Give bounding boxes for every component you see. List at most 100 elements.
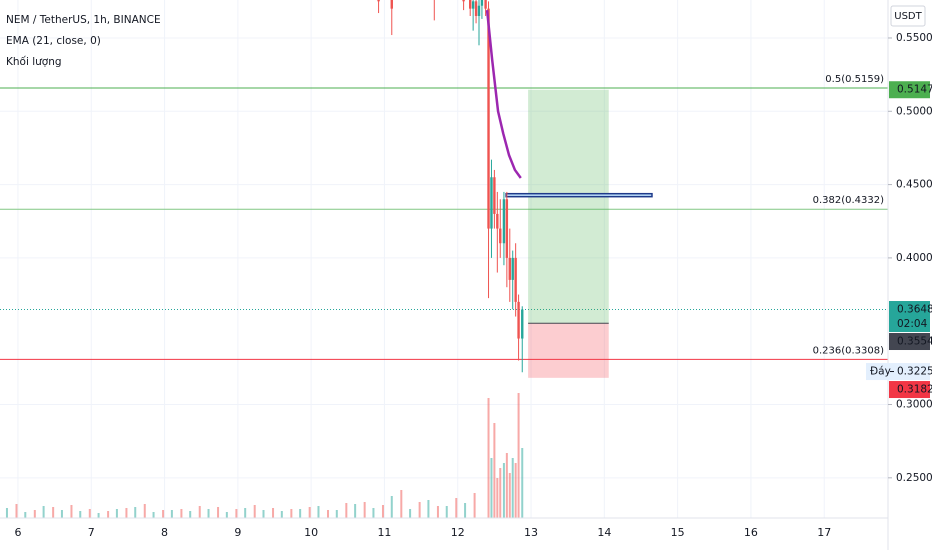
x-tick-label: 16 xyxy=(744,526,758,539)
volume-bar xyxy=(280,511,283,518)
price-label-box xyxy=(889,381,930,399)
volume-bar xyxy=(134,507,137,518)
volume-bar xyxy=(52,507,55,518)
fib-label: 0.236(0.3308) xyxy=(813,345,885,356)
volume-bar xyxy=(79,511,82,518)
volume-bar xyxy=(198,506,201,518)
volume-bar xyxy=(162,510,165,518)
candle-body xyxy=(514,257,517,302)
legend-entry: EMA (21, close, 0) xyxy=(6,35,101,47)
volume-bar xyxy=(170,510,173,518)
candle-body xyxy=(521,309,524,339)
candle-body xyxy=(462,0,465,2)
volume-bar xyxy=(5,508,8,518)
volume-bar xyxy=(125,508,128,518)
currency: USDT xyxy=(894,11,922,22)
price-label: 0.3182 xyxy=(897,384,932,396)
volume-bar xyxy=(455,498,458,518)
volume-bar xyxy=(511,458,514,518)
candle-body xyxy=(471,1,475,9)
volume-bar xyxy=(517,393,520,518)
candle-body xyxy=(477,5,481,16)
ema-line xyxy=(485,9,522,179)
volume-bar xyxy=(235,509,238,518)
grid xyxy=(0,0,888,518)
volume-bar xyxy=(225,512,228,518)
volume-bar xyxy=(60,510,63,518)
candle-body xyxy=(474,1,478,16)
volume-bar xyxy=(493,423,496,518)
x-tick-label: 8 xyxy=(161,526,168,539)
price-label: 0.3554 xyxy=(897,336,932,348)
loss-zone xyxy=(528,323,609,378)
volume-bar xyxy=(505,453,508,518)
volume-bar xyxy=(354,504,357,518)
volume-bar xyxy=(143,504,146,518)
x-tick-label: 14 xyxy=(597,526,611,539)
drawn-rectangle xyxy=(505,192,653,198)
volume-bar xyxy=(372,508,375,518)
volume-bar xyxy=(97,513,100,518)
candle-body xyxy=(499,228,502,244)
volume-bar xyxy=(427,500,430,518)
volume-bar xyxy=(180,509,183,518)
volume-bar xyxy=(115,509,118,518)
volume-bar xyxy=(473,493,476,518)
volume-bar xyxy=(107,511,110,518)
volume-bar xyxy=(390,496,393,518)
volume-bar xyxy=(42,506,45,518)
legend: NEM / TetherUS, 1h, BINANCE EMA (21, clos… xyxy=(6,14,161,68)
volume-bar xyxy=(262,510,265,518)
volume-bar xyxy=(152,512,155,518)
currency-box[interactable] xyxy=(890,5,926,27)
x-tick-label: 15 xyxy=(671,526,685,539)
candle-body xyxy=(490,177,493,229)
volume-bar xyxy=(445,506,448,518)
y-tick-label: 0.3000 xyxy=(896,399,932,411)
volume-bar xyxy=(464,503,467,518)
candle-body xyxy=(517,301,520,339)
candle-body xyxy=(496,213,499,229)
price-label: 0.3648 xyxy=(897,304,932,316)
candle-body xyxy=(469,0,472,9)
price-label-name: Đáy xyxy=(870,366,891,378)
volume-bar xyxy=(217,507,220,518)
x-tick-label: 17 xyxy=(817,526,831,539)
volume-bar xyxy=(327,510,330,518)
x-tick-label: 13 xyxy=(524,526,538,539)
volume-bar xyxy=(409,509,412,518)
profit-zone xyxy=(528,89,609,324)
volume-bar xyxy=(15,504,18,518)
legend-entry: Khối lượng xyxy=(6,56,62,68)
volume-bar xyxy=(317,506,320,518)
volume-bar xyxy=(33,510,36,518)
volume-bar xyxy=(345,503,348,518)
volume-bar xyxy=(244,508,247,518)
volume-bar xyxy=(436,506,439,518)
x-tick-label: 6 xyxy=(14,526,21,539)
volume-bar xyxy=(24,512,27,518)
legend-entry: NEM / TetherUS, 1h, BINANCE xyxy=(6,14,161,26)
volume-bar xyxy=(381,505,384,518)
volume-bar xyxy=(490,458,493,518)
volume-bar xyxy=(499,468,502,518)
volume-bar xyxy=(521,448,524,518)
volume-bar xyxy=(70,505,73,518)
candle-body xyxy=(484,0,487,9)
axes: 6 7 8 9 10 11 12 13 14 15 16 17 0.5500 0.5000 0.4500 0.… xyxy=(14,32,932,539)
countdown: 02:04 xyxy=(897,318,928,330)
volume-bar xyxy=(514,463,517,518)
volume-bar xyxy=(496,478,499,518)
candle-body xyxy=(480,0,484,6)
price-label-box xyxy=(866,363,930,381)
candle-body xyxy=(487,8,490,229)
fib-label: 0.382(0.4332) xyxy=(813,195,885,206)
candle-body xyxy=(508,257,511,280)
y-tick-label: 0.4000 xyxy=(896,252,932,264)
volume-bar xyxy=(272,508,275,518)
volume-bar xyxy=(253,505,256,518)
price-label-box xyxy=(889,301,930,333)
